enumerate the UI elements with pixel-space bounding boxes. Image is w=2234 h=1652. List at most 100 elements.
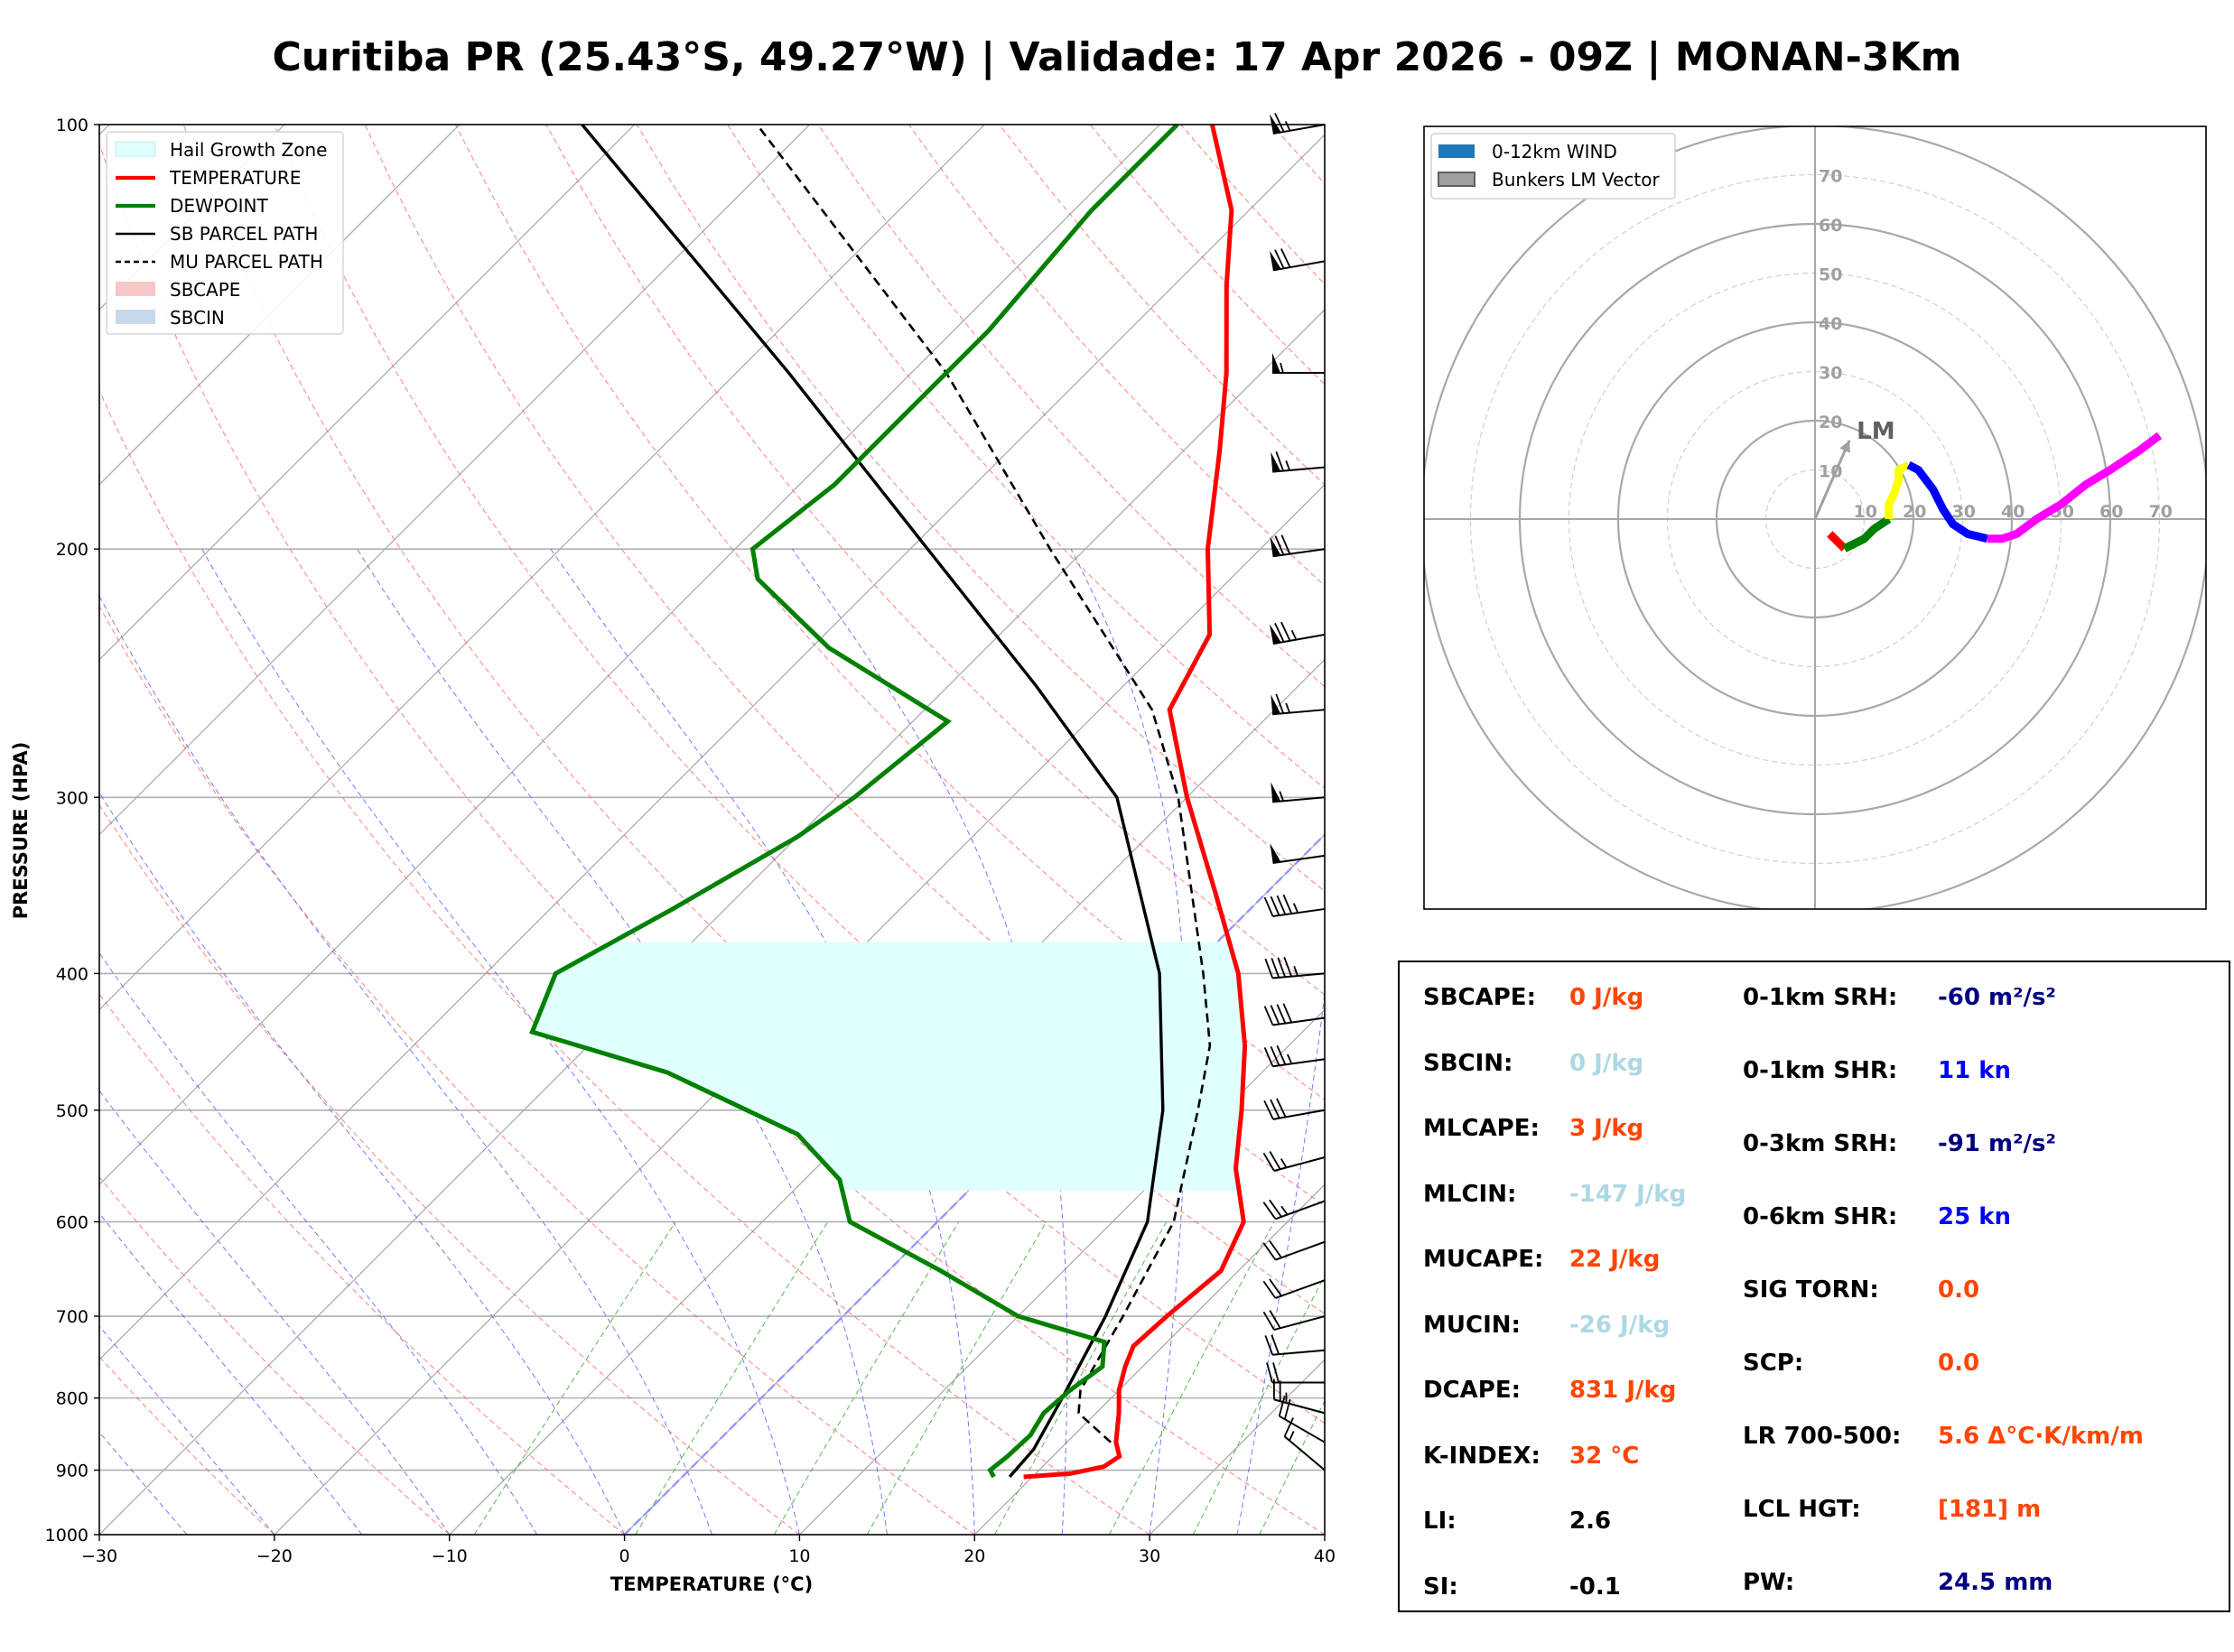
temperature-line <box>1023 125 1248 1480</box>
barb-staff <box>1272 854 1326 864</box>
dry-adiabat <box>545 125 1325 996</box>
barb-flag <box>1270 624 1281 645</box>
param-left-2-value: 3 J/kg <box>1569 1115 1644 1142</box>
barb-staff <box>1283 1435 1326 1471</box>
barb-full <box>1262 1311 1275 1331</box>
dry-adiabat <box>454 125 1325 1100</box>
barb-half <box>1280 362 1284 374</box>
barb-flag <box>1270 250 1281 271</box>
barb-flag <box>1272 353 1280 374</box>
barb-full <box>1269 1199 1282 1218</box>
barb-full <box>1264 1335 1274 1356</box>
moist-adiabat <box>357 548 888 1535</box>
param-right-5-label: SCP: <box>1743 1350 1804 1377</box>
legend-label-sb-parcel-path: SB PARCEL PATH <box>170 223 318 245</box>
barb-full <box>1269 1151 1281 1170</box>
y-tick-label: 300 <box>56 788 88 808</box>
barb-full <box>1269 1310 1281 1329</box>
param-left-7-label: K-INDEX: <box>1423 1442 1541 1470</box>
barb-full <box>1283 1398 1291 1420</box>
x-tick-label: −20 <box>256 1546 293 1566</box>
param-left-8-value: 2.6 <box>1569 1508 1612 1535</box>
wind-barb <box>1263 1003 1326 1026</box>
barb-full <box>1274 535 1285 555</box>
barb-flag <box>1270 843 1281 863</box>
mixing-ratio-line <box>635 1221 829 1535</box>
barb-half <box>1285 460 1290 471</box>
param-right-4-label: SIG TORN: <box>1743 1276 1879 1304</box>
param-left-9: SI: -0.1 <box>1423 1573 1621 1601</box>
param-right-7: LCL HGT: [181] m <box>1743 1496 2041 1523</box>
moist-adiabat <box>99 595 712 1535</box>
mixing-ratio-line <box>1259 1399 1325 1535</box>
barb-full <box>1282 1003 1293 1023</box>
barb-full <box>1263 1046 1274 1067</box>
barb-staff <box>1272 260 1326 272</box>
barb-full <box>1271 958 1280 979</box>
param-left-3-value: -147 J/kg <box>1569 1180 1687 1208</box>
chart-title: Curitiba PR (25.43°S, 49.27°W) | Validad… <box>272 34 1962 80</box>
y-tick-label: 200 <box>56 540 88 560</box>
param-right-2-value: -91 m²/s² <box>1938 1130 2056 1157</box>
barb-staff <box>1272 972 1326 979</box>
param-right-5-value: 0.0 <box>1938 1350 1980 1377</box>
barb-full <box>1277 957 1287 978</box>
dry-adiabat <box>99 803 800 1535</box>
moist-adiabat <box>99 1212 363 1535</box>
wind-barb <box>1270 843 1326 864</box>
moist-adiabat <box>99 951 538 1535</box>
param-right-5: SCP: 0.0 <box>1743 1350 1979 1377</box>
param-right-4: SIG TORN: 0.0 <box>1743 1276 1979 1304</box>
barb-full <box>1270 1005 1280 1025</box>
barb-half <box>1287 1053 1293 1064</box>
parameters-panel: SBCAPE: 0 J/kg SBCIN: 0 J/kg MLCAPE: 3 J/kg ML… <box>1398 961 2230 1612</box>
barb-full <box>1270 1046 1280 1066</box>
barb-full <box>1276 895 1287 915</box>
legend-label-sbcape: SBCAPE <box>170 279 240 301</box>
legend-label-sbcin: SBCIN <box>170 307 225 329</box>
x-axis-label: TEMPERATURE (°C) <box>610 1573 813 1595</box>
barb-staff <box>1279 1415 1326 1443</box>
param-left-6-label: DCAPE: <box>1423 1377 1521 1404</box>
barb-half <box>1280 1205 1289 1216</box>
param-right-8-value: 24.5 mm <box>1938 1569 2053 1596</box>
dry-adiabat <box>99 142 1325 1535</box>
barb-half <box>1284 121 1291 132</box>
barb-flag <box>1271 782 1281 803</box>
dry-adiabat <box>182 125 1325 1425</box>
dry-adiabat <box>99 389 1150 1535</box>
barb-staff <box>1272 907 1326 918</box>
param-left-9-label: SI: <box>1423 1573 1458 1601</box>
param-left-4: MUCAPE: 22 J/kg <box>1423 1246 1660 1273</box>
y-tick-label: 800 <box>56 1389 88 1409</box>
x-tick-label: 20 <box>963 1546 985 1566</box>
barb-staff <box>1273 1156 1326 1172</box>
barb-full <box>1283 956 1292 977</box>
wind-barb <box>1270 534 1326 558</box>
barb-full <box>1283 1417 1294 1437</box>
isotherm <box>449 658 1325 1535</box>
barb-full <box>1269 1278 1282 1297</box>
barb-half <box>1289 1431 1295 1442</box>
mixing-ratio-line <box>773 1221 960 1535</box>
y-tick-label: 1000 <box>45 1526 88 1545</box>
barb-full <box>1276 1004 1287 1024</box>
param-left-7: K-INDEX: 32 °C <box>1423 1442 1639 1470</box>
hail-growth-zone <box>532 942 1245 1191</box>
dry-adiabat <box>636 125 1325 892</box>
barb-half <box>1285 702 1290 713</box>
legend-swatch-hail-growth-zone <box>115 141 156 157</box>
param-right-1-value: 11 kn <box>1938 1057 2012 1084</box>
wind-barb <box>1264 956 1326 979</box>
barb-staff <box>1275 1279 1326 1299</box>
legend-box <box>106 131 344 335</box>
barb-flag <box>1270 114 1281 135</box>
param-right-3: 0-6km SHR: 25 kn <box>1743 1203 2011 1230</box>
sb-parcel-line <box>581 125 1165 1479</box>
y-axis-label: PRESSURE (HPA) <box>10 742 32 920</box>
moist-adiabat <box>99 1325 275 1535</box>
wind-barb <box>1271 782 1326 803</box>
barb-full <box>1270 896 1280 916</box>
param-left-6: DCAPE: 831 J/kg <box>1423 1377 1676 1404</box>
x-tick-label: −30 <box>81 1546 117 1566</box>
